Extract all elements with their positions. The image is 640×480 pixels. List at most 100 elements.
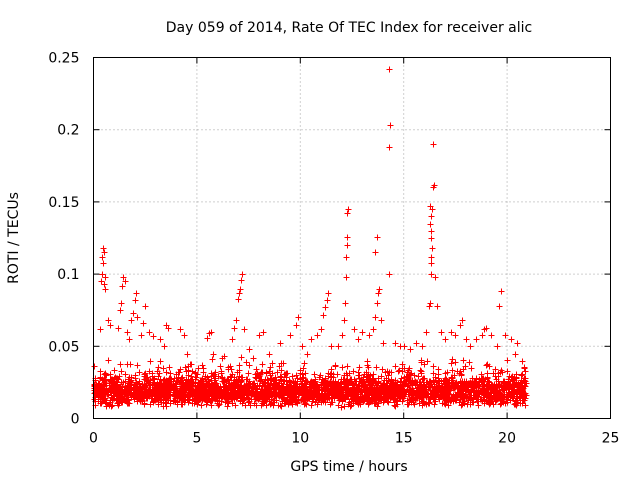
data-point	[208, 377, 215, 384]
data-point	[519, 371, 526, 378]
data-point	[344, 210, 351, 217]
data-point	[311, 393, 318, 400]
data-point	[374, 403, 381, 410]
data-point	[344, 234, 351, 241]
data-point	[280, 383, 287, 390]
data-point	[308, 381, 315, 388]
data-point	[194, 371, 201, 378]
data-point	[449, 367, 456, 374]
data-point	[430, 141, 437, 148]
data-point	[343, 274, 350, 281]
data-point	[316, 374, 323, 381]
data-point	[250, 389, 257, 396]
axis-ticks: 0 5 10 15 20 25 0 0.05 0.1 0.15 0.2 0.25	[48, 51, 619, 447]
data-point	[448, 360, 455, 367]
data-point	[278, 389, 285, 396]
data-point	[178, 397, 185, 404]
data-point	[514, 400, 521, 407]
x-tick-label: 20	[498, 431, 516, 447]
data-point	[513, 397, 520, 404]
data-point	[173, 393, 180, 400]
data-point	[238, 354, 245, 361]
data-point	[138, 332, 145, 339]
data-point	[244, 384, 251, 391]
data-point	[267, 391, 274, 398]
data-point	[475, 402, 482, 409]
data-point	[483, 325, 490, 332]
data-point	[243, 359, 250, 366]
data-point	[351, 326, 358, 333]
data-point	[318, 326, 325, 333]
data-point	[105, 317, 112, 324]
data-point	[200, 381, 207, 388]
data-point	[265, 377, 272, 384]
data-point	[306, 389, 313, 396]
data-point	[141, 400, 148, 407]
data-point	[243, 388, 250, 395]
data-point	[447, 387, 454, 394]
data-point	[324, 388, 331, 395]
data-point	[522, 368, 529, 375]
data-point	[428, 271, 435, 278]
data-point	[447, 396, 454, 403]
data-point	[227, 363, 234, 370]
data-point	[150, 333, 157, 340]
data-point	[122, 371, 129, 378]
data-point	[248, 396, 255, 403]
data-point	[369, 387, 376, 394]
data-point	[195, 383, 202, 390]
data-point	[155, 364, 162, 371]
x-tick-label: 25	[602, 431, 620, 447]
data-point	[311, 371, 318, 378]
data-point	[128, 381, 135, 388]
data-point	[386, 66, 393, 73]
data-point	[521, 365, 528, 372]
data-point	[441, 377, 448, 384]
data-point	[246, 362, 253, 369]
data-point	[111, 367, 118, 374]
data-point	[423, 329, 430, 336]
data-point	[424, 379, 431, 386]
data-point	[141, 376, 148, 383]
data-point	[428, 235, 435, 242]
data-point	[250, 355, 257, 362]
data-point	[179, 396, 186, 403]
data-point	[278, 377, 285, 384]
data-point	[235, 296, 242, 303]
data-point	[241, 326, 248, 333]
y-tick-label: 0.15	[48, 195, 79, 211]
data-point	[220, 388, 227, 395]
data-point	[386, 144, 393, 151]
data-point	[299, 343, 306, 350]
data-point	[416, 395, 423, 402]
data-point	[119, 395, 126, 402]
data-point	[156, 370, 163, 377]
data-point	[355, 336, 362, 343]
data-point	[509, 394, 516, 401]
data-point	[376, 396, 383, 403]
data-point	[365, 371, 372, 378]
data-point	[236, 362, 243, 369]
data-point	[487, 386, 494, 393]
data-point	[171, 375, 178, 382]
data-point	[342, 300, 349, 307]
data-point	[456, 399, 463, 406]
data-point	[427, 300, 434, 307]
data-point	[518, 382, 525, 389]
data-point	[126, 336, 133, 343]
data-point	[442, 386, 449, 393]
data-point	[257, 371, 264, 378]
data-point	[370, 326, 377, 333]
data-point	[488, 332, 495, 339]
data-point	[368, 392, 375, 399]
data-point	[111, 387, 118, 394]
data-point	[100, 260, 107, 267]
data-point	[235, 388, 242, 395]
data-point	[427, 378, 434, 385]
data-point	[415, 373, 422, 380]
data-point	[322, 399, 329, 406]
data-point	[293, 372, 300, 379]
data-point	[289, 373, 296, 380]
data-point	[382, 395, 389, 402]
data-point	[103, 380, 110, 387]
